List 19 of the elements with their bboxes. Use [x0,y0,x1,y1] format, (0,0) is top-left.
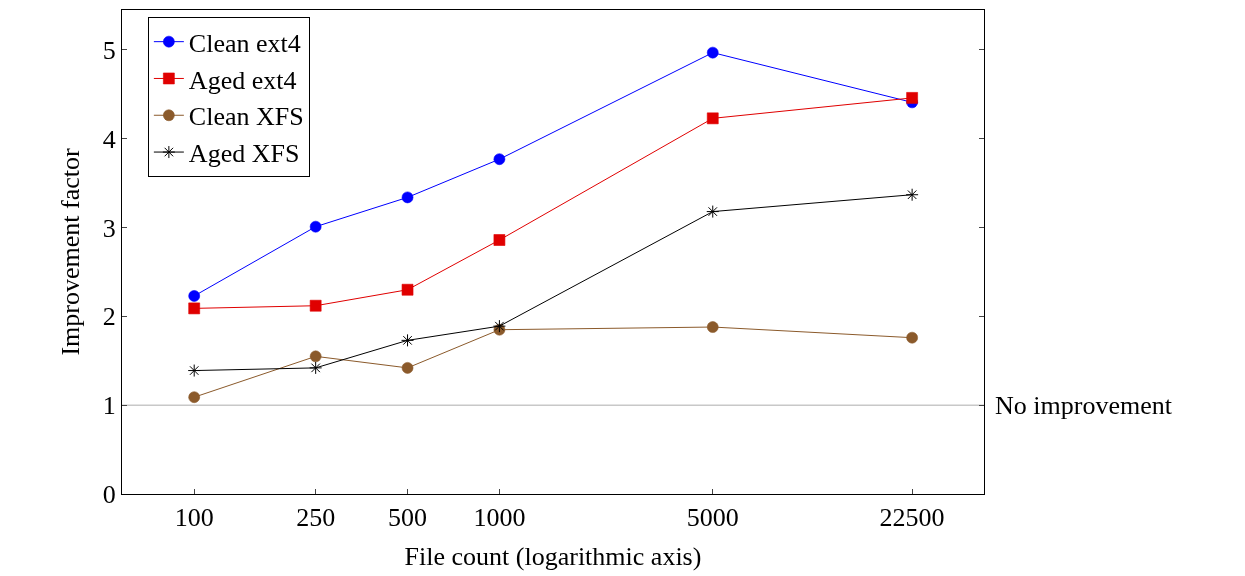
y-tick-label: 1 [102,391,116,421]
y-tick-label: 2 [102,302,116,332]
y-axis-title: Improvement factor [56,148,86,356]
x-tick-label: 250 [296,503,336,533]
x-tick-label: 500 [388,503,428,533]
y-tick-label: 0 [102,480,116,510]
x-tick-label: 1000 [473,503,526,533]
legend-label: Clean XFS [188,102,304,132]
y-tick-label: 4 [102,124,116,154]
y-tick-label: 5 [102,36,116,66]
legend-label: Aged ext4 [188,65,297,95]
x-tick-label: 5000 [686,503,739,533]
y-tick-label: 3 [102,213,116,243]
x-axis-title: File count (logarithmic axis) [404,541,702,571]
x-tick-label: 100 [174,503,214,533]
x-tick-label: 22500 [879,503,945,533]
ref-line-label: No improvement [995,391,1173,420]
legend-label: Aged XFS [188,139,300,169]
legend-label: Clean ext4 [188,28,301,58]
